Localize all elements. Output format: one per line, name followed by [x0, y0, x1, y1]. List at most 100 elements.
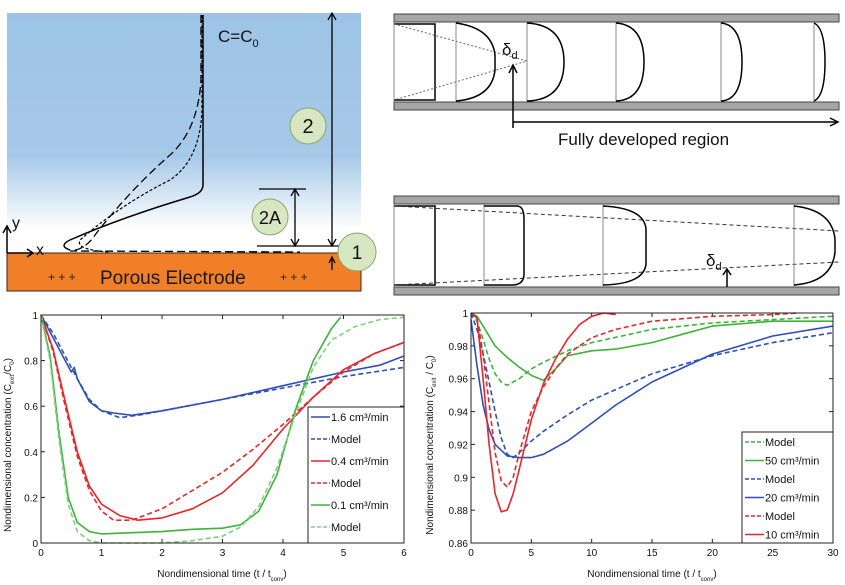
inlet-profile	[394, 23, 436, 101]
series-line-1	[40, 314, 405, 419]
legend: Model 50 cm³/min Model 20 cm³/min Model 10 cm…	[741, 431, 834, 544]
legend: 1.6 cm³/min Model 0.4 cm³/min Model 0.1 cm³/…	[307, 406, 405, 544]
fully-developed-region-label: Fully developed region	[558, 130, 729, 149]
label-c-equals-c0: C=C0	[218, 27, 259, 50]
boundary-layer-dashed-bottom	[393, 261, 840, 286]
x-tick-label: 6	[401, 548, 407, 559]
velocity-profiles	[483, 204, 836, 287]
y-axis-label: Nondimensional concentration (Cexit/C0)	[3, 358, 16, 532]
arrow-head-icon	[722, 267, 732, 276]
y-axis-title: Nondimensional concentration (Cexit/C0)	[3, 358, 16, 532]
x-axis-label: Nondimensional time (t / tconv)	[587, 569, 716, 583]
porous-electrode	[6, 252, 362, 292]
x-tick-label: 2	[159, 548, 165, 559]
region-1-label: 1	[352, 243, 363, 264]
region-2-badge	[289, 107, 327, 145]
x-tick-label: 15	[646, 548, 658, 559]
profile-solid	[63, 15, 204, 251]
legend-entry: Model	[765, 437, 795, 449]
axis-ticks: 0 5 10 15 20 25 30 0.86 0.88 0.9 0.92 0.94 0.96 0.98 1	[449, 309, 839, 559]
y-tick-label: 0.94	[449, 408, 469, 419]
electrode-label: Porous Electrode	[100, 268, 246, 289]
chart-low-flow-rates: Nondimensional concentration (Cexit/C0) …	[3, 311, 407, 583]
x-tick-label: 4	[280, 548, 286, 559]
y-tick-label: 1	[32, 311, 38, 322]
y-tick-label: 0.92	[449, 440, 469, 451]
x-tick-label: 5	[529, 548, 535, 559]
schematic-channel-flow-developing: δd	[393, 195, 840, 296]
series-line-4	[470, 312, 797, 488]
x-axis-label: Nondimensional time (t / tconv)	[157, 569, 286, 583]
schematic-channel-flow-developed: δd Fully developed region	[393, 13, 840, 149]
y-tick-label: 0.2	[24, 493, 38, 504]
boundary-layer-dashed-top	[393, 205, 840, 232]
legend-entry: Model	[331, 434, 361, 446]
chart-high-flow-rates: Nondimensional concentration (Cexit / C0…	[425, 309, 839, 583]
x-arrow-head-icon	[26, 248, 35, 258]
channel-wall-top	[393, 195, 840, 205]
legend-entry: Model	[331, 478, 361, 490]
x-tick-label: 1	[99, 548, 105, 559]
x-tick-label: 3	[220, 548, 226, 559]
legend-entry: 0.1 cm³/min	[331, 500, 388, 512]
channel-wall-top	[393, 13, 840, 23]
y-tick-label: 0.96	[449, 375, 469, 386]
legend-entry: Model	[765, 474, 795, 486]
series-line-0	[40, 314, 405, 417]
legend-entry: 50 cm³/min	[765, 456, 819, 468]
electrode-plus-right: + + +	[280, 270, 308, 284]
y-tick-label: 1	[462, 309, 468, 320]
legend-entry: 1.6 cm³/min	[331, 412, 388, 424]
region-2a-badge	[251, 198, 289, 236]
series-line-0	[470, 312, 834, 387]
legend-box	[741, 431, 834, 544]
series-group	[40, 314, 405, 544]
x-tick-label: 0	[468, 548, 474, 559]
series-group	[470, 312, 834, 513]
velocity-profiles	[455, 22, 826, 102]
series-line-3	[40, 314, 405, 521]
arrow-head-icon	[508, 63, 518, 74]
axis-y-label: y	[12, 215, 20, 232]
legend-entry: 0.4 cm³/min	[331, 456, 388, 468]
channel-wall-bottom	[393, 286, 840, 296]
region-2-label: 2	[302, 116, 313, 138]
delta-d-label: δd	[502, 40, 518, 62]
arrow-head-icon	[328, 255, 336, 270]
series-line-5	[40, 314, 405, 544]
axis-ticks: 0 1 2 3 4 5 6 0 0.2 0.4 0.6 0.8 1	[24, 311, 407, 559]
y-tick-label: 0.9	[454, 473, 468, 484]
plot-frame	[470, 312, 834, 544]
legend-entry: 10 cm³/min	[765, 530, 819, 542]
boundary-layer-dotted	[393, 23, 529, 101]
inlet-profile	[394, 205, 436, 286]
region-2a-label: 2A	[259, 208, 281, 228]
y-axis-label: Nondimensional concentration (Cexit / C0…	[425, 355, 438, 534]
arrow-head-icon	[829, 117, 840, 127]
legend-box	[307, 406, 405, 544]
region-1-badge	[337, 232, 377, 272]
profile-dashed	[69, 15, 301, 253]
channel-wall-bottom	[393, 101, 840, 111]
legend-entry: Model	[765, 511, 795, 523]
series-line-1	[470, 312, 833, 382]
y-tick-label: 0	[32, 539, 38, 550]
x-tick-label: 30	[827, 548, 839, 559]
delta-d-label: δd	[706, 251, 722, 273]
schematic-boundary-layer: + + + Porous Electrode + + + y x C=C0 2 …	[2, 11, 377, 292]
series-line-4	[40, 314, 342, 535]
x-tick-label: 10	[586, 548, 598, 559]
series-line-5	[470, 312, 616, 513]
x-tick-label: 20	[707, 548, 719, 559]
y-tick-label: 0.98	[449, 342, 469, 353]
y-tick-label: 0.88	[449, 506, 469, 517]
y-tick-label: 0.6	[24, 402, 38, 413]
axis-x-label: x	[36, 242, 44, 259]
profile-dotted	[78, 15, 203, 253]
x-tick-label: 25	[767, 548, 779, 559]
y-axis-title: Nondimensional concentration (Cexit / C0…	[425, 355, 438, 534]
y-tick-label: 0.4	[24, 448, 38, 459]
x-tick-label: 0	[38, 548, 44, 559]
x-tick-label: 5	[341, 548, 347, 559]
y-tick-label: 0.8	[24, 357, 38, 368]
